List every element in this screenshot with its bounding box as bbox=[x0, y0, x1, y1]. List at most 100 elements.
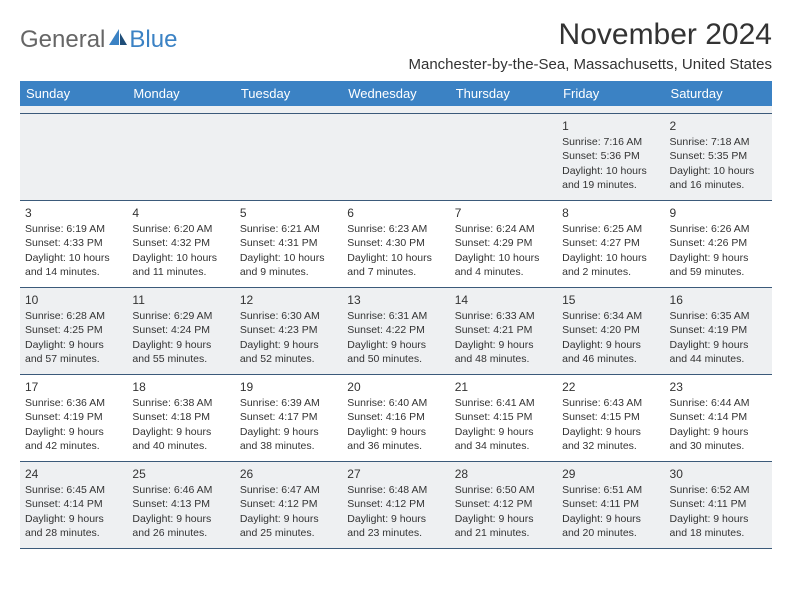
calendar: SundayMondayTuesdayWednesdayThursdayFrid… bbox=[20, 81, 772, 549]
day-number: 22 bbox=[562, 379, 658, 395]
calendar-cell: 3Sunrise: 6:19 AMSunset: 4:33 PMDaylight… bbox=[20, 201, 127, 287]
week-row: 17Sunrise: 6:36 AMSunset: 4:19 PMDayligh… bbox=[20, 375, 772, 462]
day-number: 8 bbox=[562, 205, 658, 221]
calendar-cell-empty bbox=[127, 114, 234, 200]
cell-sunset: Sunset: 4:16 PM bbox=[347, 410, 443, 424]
cell-sunset: Sunset: 4:11 PM bbox=[670, 497, 766, 511]
cell-sunset: Sunset: 4:27 PM bbox=[562, 236, 658, 250]
cell-daylight: Daylight: 9 hours and 40 minutes. bbox=[132, 425, 228, 453]
cell-daylight: Daylight: 9 hours and 57 minutes. bbox=[25, 338, 121, 366]
cell-sunrise: Sunrise: 6:23 AM bbox=[347, 222, 443, 236]
calendar-cell-empty bbox=[450, 114, 557, 200]
header: General Blue November 2024 Manchester-by… bbox=[20, 18, 772, 73]
cell-daylight: Daylight: 10 hours and 9 minutes. bbox=[240, 251, 336, 279]
calendar-cell: 23Sunrise: 6:44 AMSunset: 4:14 PMDayligh… bbox=[665, 375, 772, 461]
cell-sunrise: Sunrise: 6:50 AM bbox=[455, 483, 551, 497]
day-number: 4 bbox=[132, 205, 228, 221]
spacer-row bbox=[20, 106, 772, 114]
week-row: 10Sunrise: 6:28 AMSunset: 4:25 PMDayligh… bbox=[20, 288, 772, 375]
week-row: 3Sunrise: 6:19 AMSunset: 4:33 PMDaylight… bbox=[20, 201, 772, 288]
calendar-cell-empty bbox=[342, 114, 449, 200]
cell-daylight: Daylight: 9 hours and 21 minutes. bbox=[455, 512, 551, 540]
calendar-cell: 30Sunrise: 6:52 AMSunset: 4:11 PMDayligh… bbox=[665, 462, 772, 548]
cell-sunrise: Sunrise: 6:20 AM bbox=[132, 222, 228, 236]
cell-sunrise: Sunrise: 6:38 AM bbox=[132, 396, 228, 410]
cell-sunset: Sunset: 4:20 PM bbox=[562, 323, 658, 337]
cell-daylight: Daylight: 10 hours and 4 minutes. bbox=[455, 251, 551, 279]
calendar-cell-empty bbox=[20, 114, 127, 200]
calendar-cell-empty bbox=[235, 114, 342, 200]
cell-sunrise: Sunrise: 6:25 AM bbox=[562, 222, 658, 236]
cell-daylight: Daylight: 9 hours and 50 minutes. bbox=[347, 338, 443, 366]
day-header-cell: Thursday bbox=[450, 81, 557, 106]
cell-daylight: Daylight: 9 hours and 32 minutes. bbox=[562, 425, 658, 453]
day-number: 23 bbox=[670, 379, 766, 395]
cell-sunrise: Sunrise: 6:43 AM bbox=[562, 396, 658, 410]
cell-sunrise: Sunrise: 7:18 AM bbox=[670, 135, 766, 149]
cell-sunset: Sunset: 4:25 PM bbox=[25, 323, 121, 337]
day-number: 12 bbox=[240, 292, 336, 308]
cell-daylight: Daylight: 9 hours and 42 minutes. bbox=[25, 425, 121, 453]
cell-sunset: Sunset: 4:26 PM bbox=[670, 236, 766, 250]
cell-sunset: Sunset: 4:30 PM bbox=[347, 236, 443, 250]
calendar-cell: 27Sunrise: 6:48 AMSunset: 4:12 PMDayligh… bbox=[342, 462, 449, 548]
calendar-cell: 10Sunrise: 6:28 AMSunset: 4:25 PMDayligh… bbox=[20, 288, 127, 374]
day-number: 17 bbox=[25, 379, 121, 395]
cell-sunrise: Sunrise: 6:24 AM bbox=[455, 222, 551, 236]
title-block: November 2024 Manchester-by-the-Sea, Mas… bbox=[408, 18, 772, 73]
month-title: November 2024 bbox=[408, 18, 772, 52]
calendar-cell: 13Sunrise: 6:31 AMSunset: 4:22 PMDayligh… bbox=[342, 288, 449, 374]
day-number: 25 bbox=[132, 466, 228, 482]
cell-sunrise: Sunrise: 6:21 AM bbox=[240, 222, 336, 236]
day-header-cell: Friday bbox=[557, 81, 664, 106]
brand-logo: General Blue bbox=[20, 18, 177, 54]
cell-daylight: Daylight: 9 hours and 46 minutes. bbox=[562, 338, 658, 366]
calendar-cell: 29Sunrise: 6:51 AMSunset: 4:11 PMDayligh… bbox=[557, 462, 664, 548]
cell-daylight: Daylight: 9 hours and 25 minutes. bbox=[240, 512, 336, 540]
cell-sunset: Sunset: 4:32 PM bbox=[132, 236, 228, 250]
calendar-cell: 24Sunrise: 6:45 AMSunset: 4:14 PMDayligh… bbox=[20, 462, 127, 548]
calendar-cell: 14Sunrise: 6:33 AMSunset: 4:21 PMDayligh… bbox=[450, 288, 557, 374]
day-number: 20 bbox=[347, 379, 443, 395]
day-number: 16 bbox=[670, 292, 766, 308]
cell-sunset: Sunset: 4:14 PM bbox=[670, 410, 766, 424]
cell-sunrise: Sunrise: 6:52 AM bbox=[670, 483, 766, 497]
cell-sunrise: Sunrise: 6:47 AM bbox=[240, 483, 336, 497]
cell-sunset: Sunset: 4:11 PM bbox=[562, 497, 658, 511]
calendar-cell: 9Sunrise: 6:26 AMSunset: 4:26 PMDaylight… bbox=[665, 201, 772, 287]
cell-daylight: Daylight: 9 hours and 34 minutes. bbox=[455, 425, 551, 453]
cell-sunset: Sunset: 4:22 PM bbox=[347, 323, 443, 337]
cell-sunset: Sunset: 4:29 PM bbox=[455, 236, 551, 250]
cell-daylight: Daylight: 9 hours and 23 minutes. bbox=[347, 512, 443, 540]
cell-sunrise: Sunrise: 6:36 AM bbox=[25, 396, 121, 410]
brand-part1: General bbox=[20, 26, 105, 54]
day-number: 30 bbox=[670, 466, 766, 482]
cell-daylight: Daylight: 9 hours and 52 minutes. bbox=[240, 338, 336, 366]
day-number: 13 bbox=[347, 292, 443, 308]
day-number: 19 bbox=[240, 379, 336, 395]
day-number: 28 bbox=[455, 466, 551, 482]
cell-sunrise: Sunrise: 6:35 AM bbox=[670, 309, 766, 323]
calendar-cell: 7Sunrise: 6:24 AMSunset: 4:29 PMDaylight… bbox=[450, 201, 557, 287]
cell-daylight: Daylight: 9 hours and 28 minutes. bbox=[25, 512, 121, 540]
day-header-cell: Monday bbox=[127, 81, 234, 106]
calendar-cell: 15Sunrise: 6:34 AMSunset: 4:20 PMDayligh… bbox=[557, 288, 664, 374]
day-number: 15 bbox=[562, 292, 658, 308]
day-number: 9 bbox=[670, 205, 766, 221]
cell-sunset: Sunset: 4:15 PM bbox=[455, 410, 551, 424]
day-number: 1 bbox=[562, 118, 658, 134]
calendar-cell: 4Sunrise: 6:20 AMSunset: 4:32 PMDaylight… bbox=[127, 201, 234, 287]
cell-daylight: Daylight: 10 hours and 7 minutes. bbox=[347, 251, 443, 279]
cell-sunrise: Sunrise: 7:16 AM bbox=[562, 135, 658, 149]
cell-sunset: Sunset: 4:14 PM bbox=[25, 497, 121, 511]
cell-daylight: Daylight: 9 hours and 48 minutes. bbox=[455, 338, 551, 366]
cell-sunrise: Sunrise: 6:31 AM bbox=[347, 309, 443, 323]
cell-sunset: Sunset: 4:12 PM bbox=[347, 497, 443, 511]
day-number: 27 bbox=[347, 466, 443, 482]
day-header-row: SundayMondayTuesdayWednesdayThursdayFrid… bbox=[20, 81, 772, 106]
calendar-cell: 28Sunrise: 6:50 AMSunset: 4:12 PMDayligh… bbox=[450, 462, 557, 548]
calendar-cell: 22Sunrise: 6:43 AMSunset: 4:15 PMDayligh… bbox=[557, 375, 664, 461]
day-number: 24 bbox=[25, 466, 121, 482]
cell-daylight: Daylight: 9 hours and 55 minutes. bbox=[132, 338, 228, 366]
cell-daylight: Daylight: 10 hours and 19 minutes. bbox=[562, 164, 658, 192]
